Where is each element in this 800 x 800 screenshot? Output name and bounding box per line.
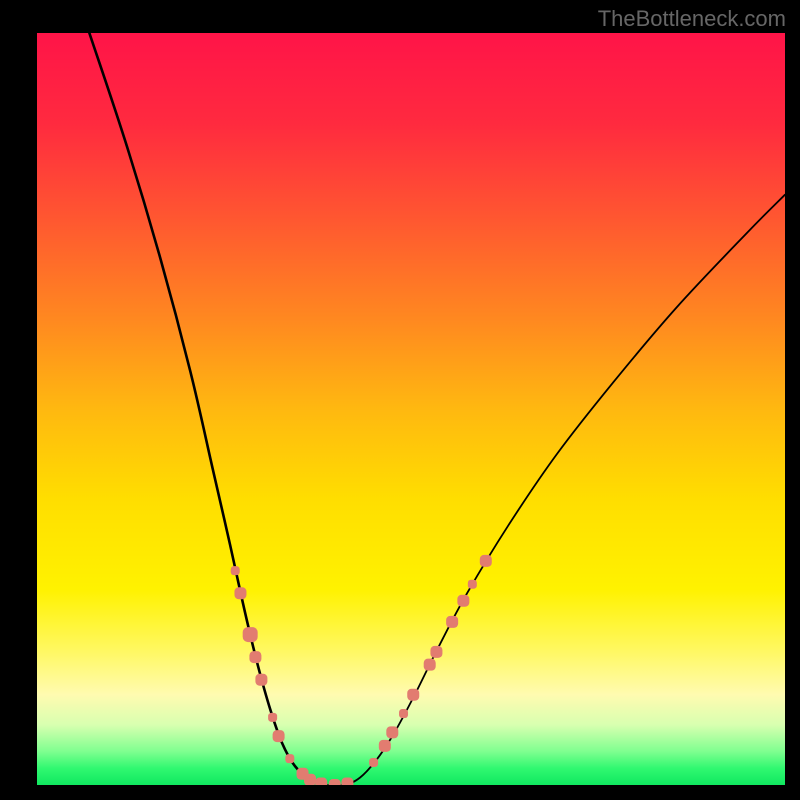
data-marker bbox=[268, 713, 277, 722]
data-marker bbox=[369, 758, 378, 767]
gradient-background bbox=[37, 33, 785, 785]
data-marker bbox=[424, 659, 436, 671]
plot-area bbox=[37, 33, 785, 785]
data-marker bbox=[399, 709, 408, 718]
data-marker bbox=[315, 777, 327, 785]
data-marker bbox=[243, 627, 258, 642]
data-marker bbox=[341, 777, 353, 785]
data-marker bbox=[234, 587, 246, 599]
data-marker bbox=[304, 774, 316, 785]
data-marker bbox=[329, 779, 341, 785]
watermark-text: TheBottleneck.com bbox=[598, 6, 786, 32]
data-marker bbox=[386, 726, 398, 738]
data-marker bbox=[379, 740, 391, 752]
chart-container: TheBottleneck.com bbox=[0, 0, 800, 800]
data-marker bbox=[468, 580, 477, 589]
data-marker bbox=[430, 646, 442, 658]
data-marker bbox=[285, 754, 294, 763]
data-marker bbox=[446, 616, 458, 628]
data-marker bbox=[249, 651, 261, 663]
data-marker bbox=[255, 674, 267, 686]
data-marker bbox=[407, 689, 419, 701]
data-marker bbox=[231, 566, 240, 575]
data-marker bbox=[480, 555, 492, 567]
plot-svg bbox=[37, 33, 785, 785]
data-marker bbox=[273, 730, 285, 742]
data-marker bbox=[457, 595, 469, 607]
